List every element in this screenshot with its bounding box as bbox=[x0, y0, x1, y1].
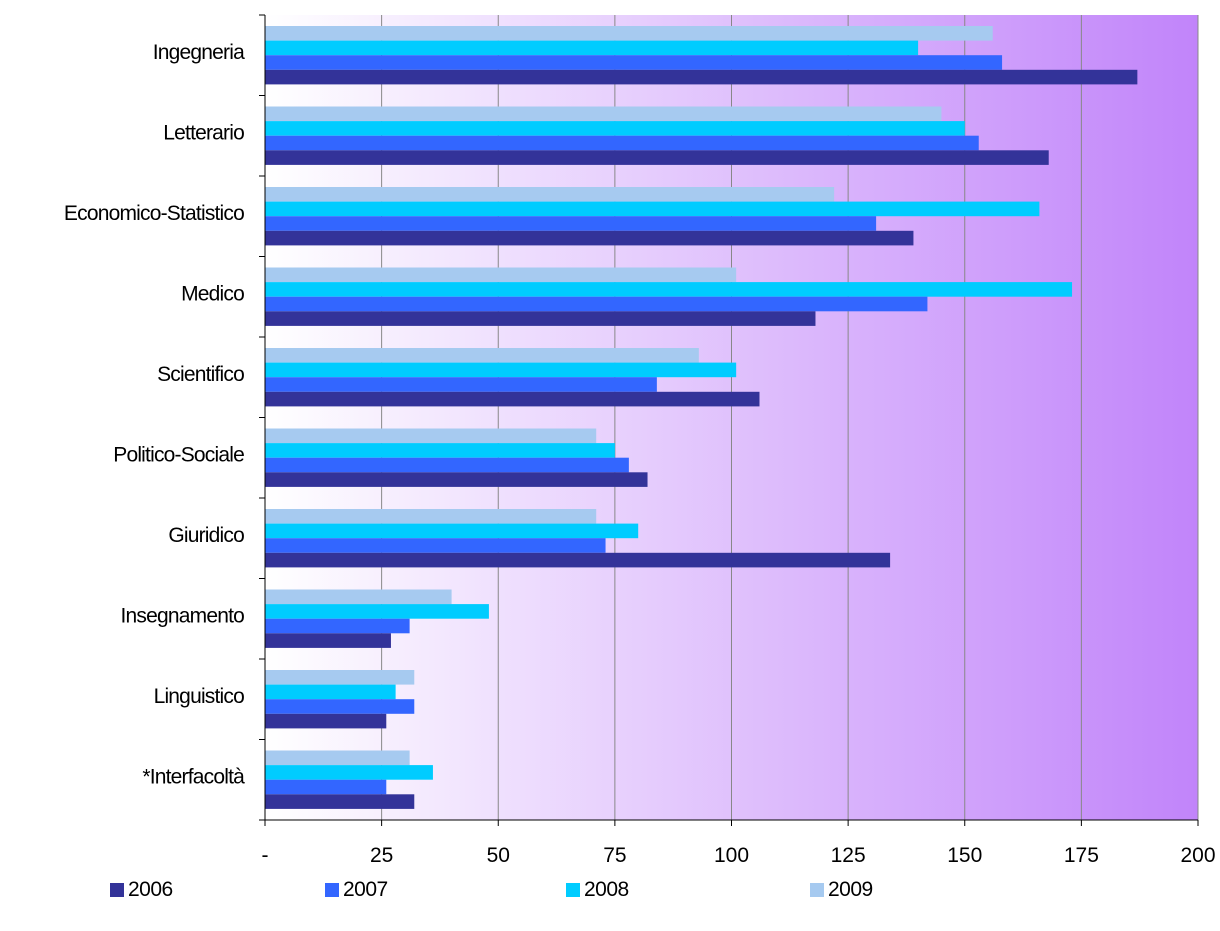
bar-politicosociale-2008 bbox=[265, 443, 615, 458]
category-labels: Ingegneria Letterario Economico-Statistico… bbox=[64, 41, 246, 789]
bar-giuridico-2007 bbox=[265, 538, 606, 553]
bar-chart: Ingegneria Letterario Economico-Statistico… bbox=[64, 14, 1216, 867]
bars bbox=[265, 26, 1138, 809]
legend-swatch bbox=[110, 883, 124, 897]
legend: 2006 2007 2008 2009 bbox=[0, 878, 1220, 918]
bar-medico-2009 bbox=[265, 267, 737, 283]
bar-interfacolt-2009 bbox=[265, 750, 410, 766]
category-label: *Interfacoltà bbox=[142, 765, 245, 788]
bar-politicosociale-2007 bbox=[265, 457, 629, 473]
bar-insegnamento-2007 bbox=[265, 618, 410, 634]
bar-ingegneria-2006 bbox=[265, 69, 1138, 85]
bar-linguistico-2007 bbox=[265, 699, 415, 714]
bar-linguistico-2008 bbox=[265, 684, 396, 700]
x-tick-label: 150 bbox=[947, 844, 982, 867]
bar-politicosociale-2009 bbox=[265, 428, 597, 444]
legend-swatch bbox=[325, 883, 339, 897]
category-label: Medico bbox=[181, 282, 244, 305]
bar-interfacolt-2008 bbox=[265, 765, 433, 780]
bar-letterario-2009 bbox=[265, 106, 942, 122]
bar-medico-2007 bbox=[265, 296, 928, 312]
category-label: Linguistico bbox=[154, 685, 245, 708]
legend-swatch bbox=[566, 883, 580, 897]
bar-interfacolt-2006 bbox=[265, 794, 415, 809]
bar-medico-2006 bbox=[265, 311, 816, 326]
bar-linguistico-2009 bbox=[265, 670, 415, 685]
category-label: Scientifico bbox=[157, 363, 244, 386]
bar-interfacolt-2007 bbox=[265, 779, 387, 795]
bar-insegnamento-2006 bbox=[265, 633, 391, 648]
category-label: Insegnamento bbox=[121, 604, 245, 627]
bar-giuridico-2009 bbox=[265, 509, 597, 524]
bar-ingegneria-2007 bbox=[265, 55, 1003, 70]
legend-item-2007: 2007 bbox=[325, 878, 388, 902]
bar-medico-2008 bbox=[265, 282, 1073, 297]
bar-letterario-2008 bbox=[265, 121, 965, 136]
category-label: Letterario bbox=[163, 121, 244, 144]
x-tick-label: 100 bbox=[714, 844, 749, 867]
category-label: Politico-Sociale bbox=[113, 443, 244, 466]
bar-ingegneria-2009 bbox=[265, 26, 993, 41]
axes bbox=[259, 14, 1199, 826]
bar-giuridico-2008 bbox=[265, 523, 639, 539]
bar-scientifico-2009 bbox=[265, 348, 699, 363]
bar-giuridico-2006 bbox=[265, 552, 891, 568]
bar-politicosociale-2006 bbox=[265, 472, 648, 487]
bar-letterario-2006 bbox=[265, 150, 1049, 165]
legend-label: 2007 bbox=[343, 878, 388, 901]
x-tick-label: 75 bbox=[603, 844, 626, 867]
legend-item-2006: 2006 bbox=[110, 878, 173, 902]
bar-economicostatistico-2007 bbox=[265, 216, 877, 231]
legend-label: 2006 bbox=[128, 878, 173, 901]
x-tick-label: 175 bbox=[1064, 844, 1099, 867]
bar-linguistico-2006 bbox=[265, 713, 387, 729]
bar-letterario-2007 bbox=[265, 135, 979, 151]
category-label: Ingegneria bbox=[153, 41, 245, 64]
bar-economicostatistico-2009 bbox=[265, 187, 835, 202]
bar-scientifico-2008 bbox=[265, 362, 737, 378]
category-label: Giuridico bbox=[168, 524, 244, 547]
bar-scientifico-2006 bbox=[265, 391, 760, 407]
bar-ingegneria-2008 bbox=[265, 40, 919, 56]
bar-insegnamento-2008 bbox=[265, 604, 489, 619]
x-tick-labels: - 25 50 75 100 125 150 175 200 bbox=[262, 844, 1216, 867]
x-tick-label: - bbox=[262, 844, 269, 867]
x-tick-label: 50 bbox=[487, 844, 510, 867]
bar-economicostatistico-2006 bbox=[265, 230, 914, 246]
legend-item-2009: 2009 bbox=[810, 878, 873, 902]
legend-swatch bbox=[810, 883, 824, 897]
x-tick-label: 200 bbox=[1180, 844, 1215, 867]
legend-label: 2008 bbox=[584, 878, 629, 901]
category-label: Economico-Statistico bbox=[64, 202, 244, 225]
bar-scientifico-2007 bbox=[265, 377, 657, 392]
legend-label: 2009 bbox=[828, 878, 873, 901]
legend-item-2008: 2008 bbox=[566, 878, 629, 902]
bar-economicostatistico-2008 bbox=[265, 201, 1040, 217]
bar-insegnamento-2009 bbox=[265, 589, 452, 605]
x-tick-label: 25 bbox=[370, 844, 393, 867]
x-tick-label: 125 bbox=[831, 844, 866, 867]
